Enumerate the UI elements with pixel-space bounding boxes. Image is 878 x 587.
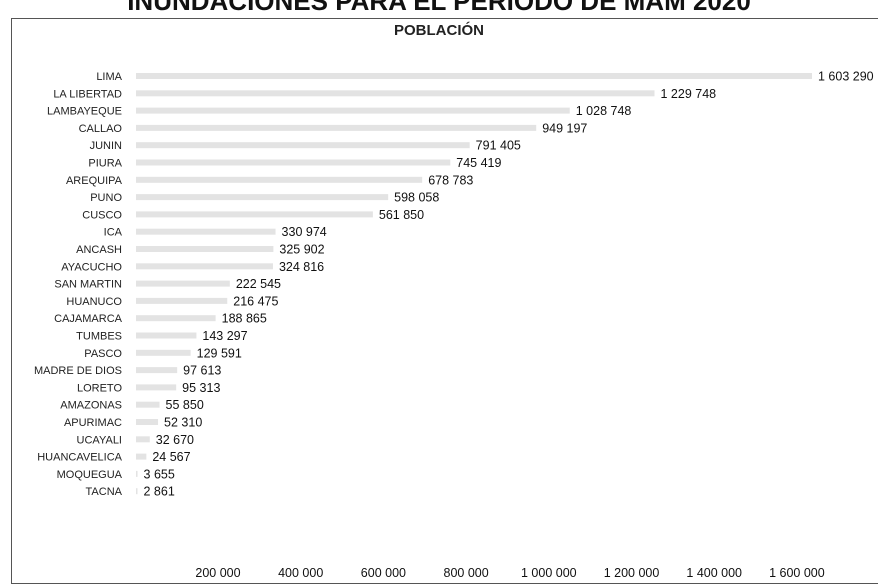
bar-huanuco bbox=[136, 297, 228, 304]
value-label-ucayali: 32 670 bbox=[156, 433, 194, 447]
value-labels-group: 1 603 290 1 229 748 1 028 748 949 197 791 40… bbox=[144, 70, 874, 499]
category-label-piura: PIURA bbox=[88, 158, 122, 170]
bar-tacna bbox=[136, 488, 138, 495]
bars-group bbox=[136, 73, 812, 495]
value-label-lambayeque: 1 028 748 bbox=[576, 104, 632, 118]
category-label-ancash: ANCASH bbox=[76, 244, 122, 256]
bar-junin bbox=[136, 142, 470, 149]
value-label-lima: 1 603 290 bbox=[818, 70, 874, 84]
page-title: INUNDACIONES PARA EL PERIODO DE MAM 2020 bbox=[127, 0, 751, 16]
category-label-moquegua: MOQUEGUA bbox=[57, 469, 123, 481]
category-label-loreto: LORETO bbox=[77, 382, 122, 394]
value-label-ancash: 325 902 bbox=[279, 243, 324, 257]
bar-tumbes bbox=[136, 332, 197, 339]
bar-loreto bbox=[136, 384, 177, 391]
category-label-tacna: TACNA bbox=[86, 486, 123, 498]
bar-ucayali bbox=[136, 436, 150, 443]
value-label-huancavelica: 24 567 bbox=[152, 450, 190, 464]
bar-arequipa bbox=[136, 176, 423, 183]
x-tick-label: 1 200 000 bbox=[604, 566, 660, 580]
bar-madre-de-dios bbox=[136, 367, 178, 374]
chart-title: POBLACIÓN bbox=[394, 22, 484, 39]
value-label-junin: 791 405 bbox=[476, 139, 521, 153]
value-label-madre-de-dios: 97 613 bbox=[183, 364, 221, 378]
category-label-huancavelica: HUANCAVELICA bbox=[37, 452, 122, 464]
value-label-la-libertad: 1 229 748 bbox=[661, 87, 717, 101]
category-label-ica: ICA bbox=[104, 227, 123, 239]
category-label-apurimac: APURIMAC bbox=[64, 417, 122, 429]
bar-huancavelica bbox=[136, 453, 147, 460]
bar-cajamarca bbox=[136, 315, 216, 322]
bar-san-martin bbox=[136, 280, 230, 287]
category-label-junin: JUNIN bbox=[90, 140, 122, 152]
category-label-cusco: CUSCO bbox=[82, 209, 122, 221]
value-label-huanuco: 216 475 bbox=[233, 294, 278, 308]
bar-lambayeque bbox=[136, 107, 570, 114]
bar-lima bbox=[136, 73, 812, 79]
category-label-san-martin: SAN MARTIN bbox=[54, 279, 122, 291]
value-label-ica: 330 974 bbox=[282, 225, 327, 239]
x-tick-label: 1 400 000 bbox=[686, 566, 742, 580]
x-tick-label: 200 000 bbox=[195, 566, 240, 580]
bar-apurimac bbox=[136, 419, 159, 425]
bar-la-libertad bbox=[136, 90, 655, 97]
x-tick-label: 400 000 bbox=[278, 566, 323, 580]
value-label-arequipa: 678 783 bbox=[428, 173, 473, 187]
bar-cusco bbox=[136, 211, 373, 218]
value-label-cusco: 561 850 bbox=[379, 208, 424, 222]
bar-piura bbox=[136, 159, 451, 166]
value-label-cajamarca: 188 865 bbox=[222, 312, 267, 326]
category-label-puno: PUNO bbox=[90, 192, 122, 204]
x-tick-label: 1 000 000 bbox=[521, 566, 577, 580]
value-label-amazonas: 55 850 bbox=[166, 398, 204, 412]
bar-ica bbox=[136, 228, 276, 235]
category-label-amazonas: AMAZONAS bbox=[60, 400, 122, 412]
category-label-callao: CALLAO bbox=[79, 123, 123, 135]
x-axis-ticks-group: 200 000 400 000 600 000 800 000 1 000 000 1 2… bbox=[195, 566, 824, 580]
value-label-moquegua: 3 655 bbox=[144, 467, 175, 481]
category-label-ucayali: UCAYALI bbox=[77, 434, 122, 446]
value-label-pasco: 129 591 bbox=[197, 346, 242, 360]
value-label-tacna: 2 861 bbox=[144, 485, 175, 499]
bar-callao bbox=[136, 124, 537, 131]
x-tick-label: 600 000 bbox=[361, 566, 406, 580]
category-label-lima: LIMA bbox=[96, 71, 122, 83]
bar-moquegua bbox=[136, 470, 138, 477]
category-label-huanuco: HUANUCO bbox=[66, 296, 122, 308]
value-label-puno: 598 058 bbox=[394, 191, 439, 205]
category-label-lambayeque: LAMBAYEQUE bbox=[47, 106, 122, 118]
value-label-san-martin: 222 545 bbox=[236, 277, 281, 291]
x-tick-label: 1 600 000 bbox=[769, 566, 825, 580]
category-label-cajamarca: CAJAMARCA bbox=[54, 313, 123, 325]
value-label-callao: 949 197 bbox=[542, 121, 587, 135]
bar-ancash bbox=[136, 246, 274, 252]
value-label-ayacucho: 324 816 bbox=[279, 260, 324, 274]
bar-amazonas bbox=[136, 401, 160, 408]
value-label-piura: 745 419 bbox=[456, 156, 501, 170]
category-label-madre-de-dios: MADRE DE DIOS bbox=[34, 365, 122, 377]
x-tick-label: 800 000 bbox=[444, 566, 489, 580]
value-label-tumbes: 143 297 bbox=[202, 329, 247, 343]
value-label-apurimac: 52 310 bbox=[164, 416, 202, 430]
bar-pasco bbox=[136, 349, 191, 356]
category-label-ayacucho: AYACUCHO bbox=[61, 261, 122, 273]
category-label-tumbes: TUMBES bbox=[76, 331, 122, 343]
category-label-arequipa: AREQUIPA bbox=[66, 175, 123, 187]
category-label-la-libertad: LA LIBERTAD bbox=[53, 88, 122, 100]
category-labels-group: LIMA LA LIBERTAD LAMBAYEQUE CALLAO JUNIN PIUR… bbox=[34, 71, 123, 498]
bar-puno bbox=[136, 194, 389, 201]
value-label-loreto: 95 313 bbox=[182, 381, 220, 395]
bar-ayacucho bbox=[136, 263, 273, 270]
chart-frame bbox=[11, 18, 878, 584]
category-label-pasco: PASCO bbox=[84, 348, 122, 360]
